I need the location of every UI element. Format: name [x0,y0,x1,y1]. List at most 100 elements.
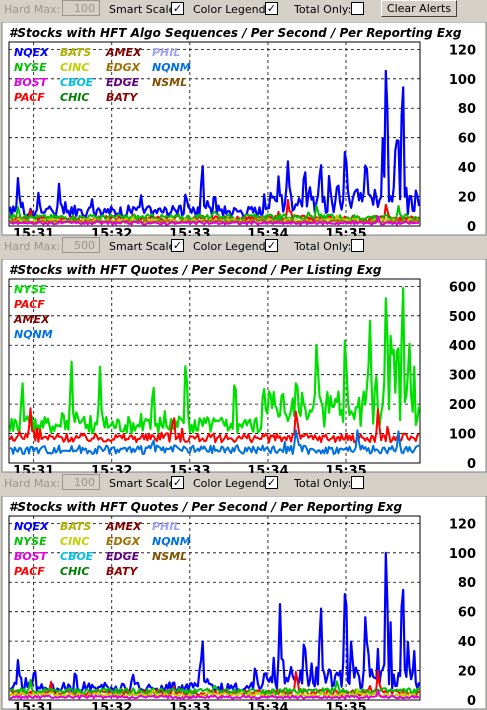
total-only-checkbox[interactable] [351,476,364,489]
color-legend-checkbox[interactable]: ✓ [265,2,278,15]
legend-entry: PACF [14,565,45,578]
series-line [9,204,420,222]
x-tick-label: 15:33 [169,227,210,236]
legend-entry: CBOE [60,550,94,563]
legend-entry: EDGE [106,550,140,563]
chart-panel: Hard Max: 500 Smart Scale: ✓ Color Legend: ✓ T… [0,237,487,473]
chart-controls: Hard Max: 100 Smart Scale: ✓ Color Legend: ✓ T… [0,0,487,19]
x-tick-label: 15:34 [247,464,288,473]
legend-entry: BOST [14,550,49,563]
legend-entry: NQEX [14,520,49,533]
legend-entry: NYSE [14,535,47,548]
y-tick-label: 60 [458,606,476,621]
color-legend-checkbox[interactable]: ✓ [265,476,278,489]
smart-scale-checkbox[interactable]: ✓ [171,2,184,15]
line-chart: #Stocks with HFT Quotes / Per Second / P… [1,496,487,710]
hard-max-input[interactable]: 100 [62,474,100,490]
series-line [9,689,420,700]
hard-max-label: Hard Max: [4,477,61,490]
chart-title: #Stocks with HFT Quotes / Per Second / P… [9,263,382,277]
series-line [9,215,420,226]
hard-max-label: Hard Max: [4,3,61,16]
legend-entry: BATY [106,565,138,578]
hard-max-label: Hard Max: [4,240,61,253]
total-only-checkbox[interactable] [351,239,364,252]
x-tick-label: 15:35 [325,464,366,473]
legend-entry: NQNM [152,61,191,74]
y-tick-label: 200 [449,398,476,413]
series-line [9,429,420,456]
color-legend-label: Color Legend: [193,240,270,253]
y-tick-label: 60 [458,132,476,147]
total-only-label: Total Only: [294,240,352,253]
line-chart: #Stocks with HFT Quotes / Per Second / P… [1,259,487,473]
legend-entry: PHIL [152,520,180,533]
legend-entry: AMEX [13,313,50,326]
x-tick-label: 15:31 [13,464,54,473]
x-tick-label: 15:33 [169,464,210,473]
line-chart: #Stocks with HFT Algo Sequences / Per Se… [1,22,487,236]
legend-entry: BOST [14,76,49,89]
y-tick-label: 400 [449,339,476,354]
clear-alerts-button[interactable]: Clear Alerts [381,0,457,17]
x-tick-label: 15:34 [247,227,288,236]
legend-entry: PACF [14,91,45,104]
hard-max-input[interactable]: 500 [62,237,100,253]
legend-entry: PACF [14,298,45,311]
y-tick-label: 0 [467,694,476,709]
y-tick-label: 100 [449,428,476,443]
total-only-label: Total Only: [294,3,352,16]
x-tick-label: 15:32 [91,701,132,710]
hard-max-input[interactable]: 100 [62,0,100,16]
chart-title: #Stocks with HFT Quotes / Per Second / P… [9,500,402,514]
y-tick-label: 100 [449,547,476,562]
y-tick-label: 80 [458,102,476,117]
color-legend-label: Color Legend: [193,477,270,490]
legend-entry: AMEX [105,520,142,533]
legend-entry: NQNM [14,328,53,341]
y-tick-label: 500 [449,310,476,325]
legend-entry: CINC [60,61,89,74]
series-line [9,688,420,698]
series-line [9,407,420,444]
legend-entry: NSML [152,550,187,563]
legend-entry: BATS [60,520,91,533]
smart-scale-label: Smart Scale: [109,3,180,16]
y-tick-label: 40 [458,635,476,650]
y-tick-label: 600 [449,280,476,295]
chart-controls: Hard Max: 500 Smart Scale: ✓ Color Legend: ✓ T… [0,237,487,256]
x-tick-label: 15:31 [13,701,54,710]
chart-panel: Hard Max: 100 Smart Scale: ✓ Color Legend: ✓ T… [0,474,487,710]
y-tick-label: 40 [458,161,476,176]
y-tick-label: 120 [449,43,476,58]
legend-entry: EDGX [106,535,141,548]
smart-scale-label: Smart Scale: [109,240,180,253]
smart-scale-checkbox[interactable]: ✓ [171,476,184,489]
x-tick-label: 15:33 [169,701,210,710]
series-line [8,286,421,435]
y-tick-label: 100 [449,73,476,88]
legend-entry: NQEX [14,46,49,59]
legend-entry: NYSE [14,61,47,74]
total-only-label: Total Only: [294,477,352,490]
legend-entry: NYSE [14,283,47,296]
smart-scale-checkbox[interactable]: ✓ [171,239,184,252]
plot-area [8,278,421,464]
legend-entry: BATS [60,46,91,59]
total-only-checkbox[interactable] [351,2,364,15]
x-tick-label: 15:31 [13,227,54,236]
legend-entry: EDGE [106,76,140,89]
x-tick-label: 15:32 [91,464,132,473]
chart-controls: Hard Max: 100 Smart Scale: ✓ Color Legend: ✓ T… [0,474,487,493]
x-tick-label: 15:32 [91,227,132,236]
y-tick-label: 20 [458,191,476,206]
x-tick-label: 15:34 [247,701,288,710]
legend-entry: CINC [60,535,89,548]
color-legend-checkbox[interactable]: ✓ [265,239,278,252]
legend-entry: CHIC [60,565,89,578]
chart-title: #Stocks with HFT Algo Sequences / Per Se… [9,26,462,40]
legend-entry: PHIL [152,46,180,59]
y-tick-label: 0 [467,457,476,472]
legend-entry: NQNM [152,535,191,548]
legend-entry: CBOE [60,76,94,89]
